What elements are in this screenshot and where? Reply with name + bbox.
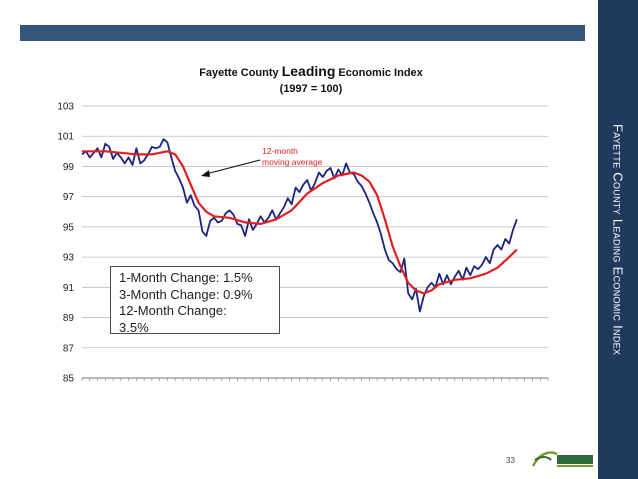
title-part-2: Leading — [282, 63, 336, 79]
annotation-arrow — [205, 159, 261, 175]
chart-title: Fayette County Leading Economic Index — [199, 63, 423, 79]
annotation-arrowhead — [201, 170, 210, 177]
annotation-line-2: moving average — [262, 157, 323, 167]
x-axis — [81, 377, 549, 381]
side-title: Fayette County Leading Economic Index — [610, 123, 626, 356]
twelve-month-change-value: 3.5% — [119, 319, 149, 335]
y-tick-label: 85 — [63, 374, 75, 385]
organization-logo — [531, 451, 593, 467]
series-group — [81, 138, 518, 313]
slide-number: 33 — [506, 456, 515, 465]
chart-subtitle: (1997 = 100) — [280, 83, 343, 95]
leading-index-chart: Fayette County Leading Economic Index (1… — [57, 63, 549, 385]
y-axis: 85 87 89 91 93 95 97 99 101 103 — [57, 102, 74, 385]
index-series-line — [81, 138, 518, 313]
y-tick-label: 99 — [63, 162, 75, 173]
annotation-line-1: 12-month — [262, 146, 298, 156]
y-tick-label: 91 — [63, 283, 75, 294]
twelve-month-change-label: 12-Month Change: — [119, 303, 227, 318]
y-tick-label: 97 — [63, 192, 75, 203]
y-tick-label: 89 — [63, 313, 75, 324]
y-tick-label: 93 — [63, 253, 75, 264]
title-part-1: Fayette County — [199, 67, 282, 79]
y-tick-label: 87 — [63, 343, 75, 354]
y-tick-label: 101 — [57, 132, 74, 143]
slide-top-bar — [20, 25, 585, 41]
y-tick-label: 95 — [63, 222, 75, 233]
y-tick-label: 103 — [57, 102, 74, 113]
title-part-3: Economic Index — [335, 67, 423, 79]
three-month-change: 3-Month Change: 0.9% — [119, 286, 253, 302]
slide-side-panel — [598, 0, 638, 479]
moving-average-series-line — [82, 150, 518, 295]
one-month-change: 1-Month Change: 1.5% — [119, 270, 253, 285]
change-summary-box: 1-Month Change: 1.5% 3-Month Change: 0.9… — [110, 266, 280, 335]
